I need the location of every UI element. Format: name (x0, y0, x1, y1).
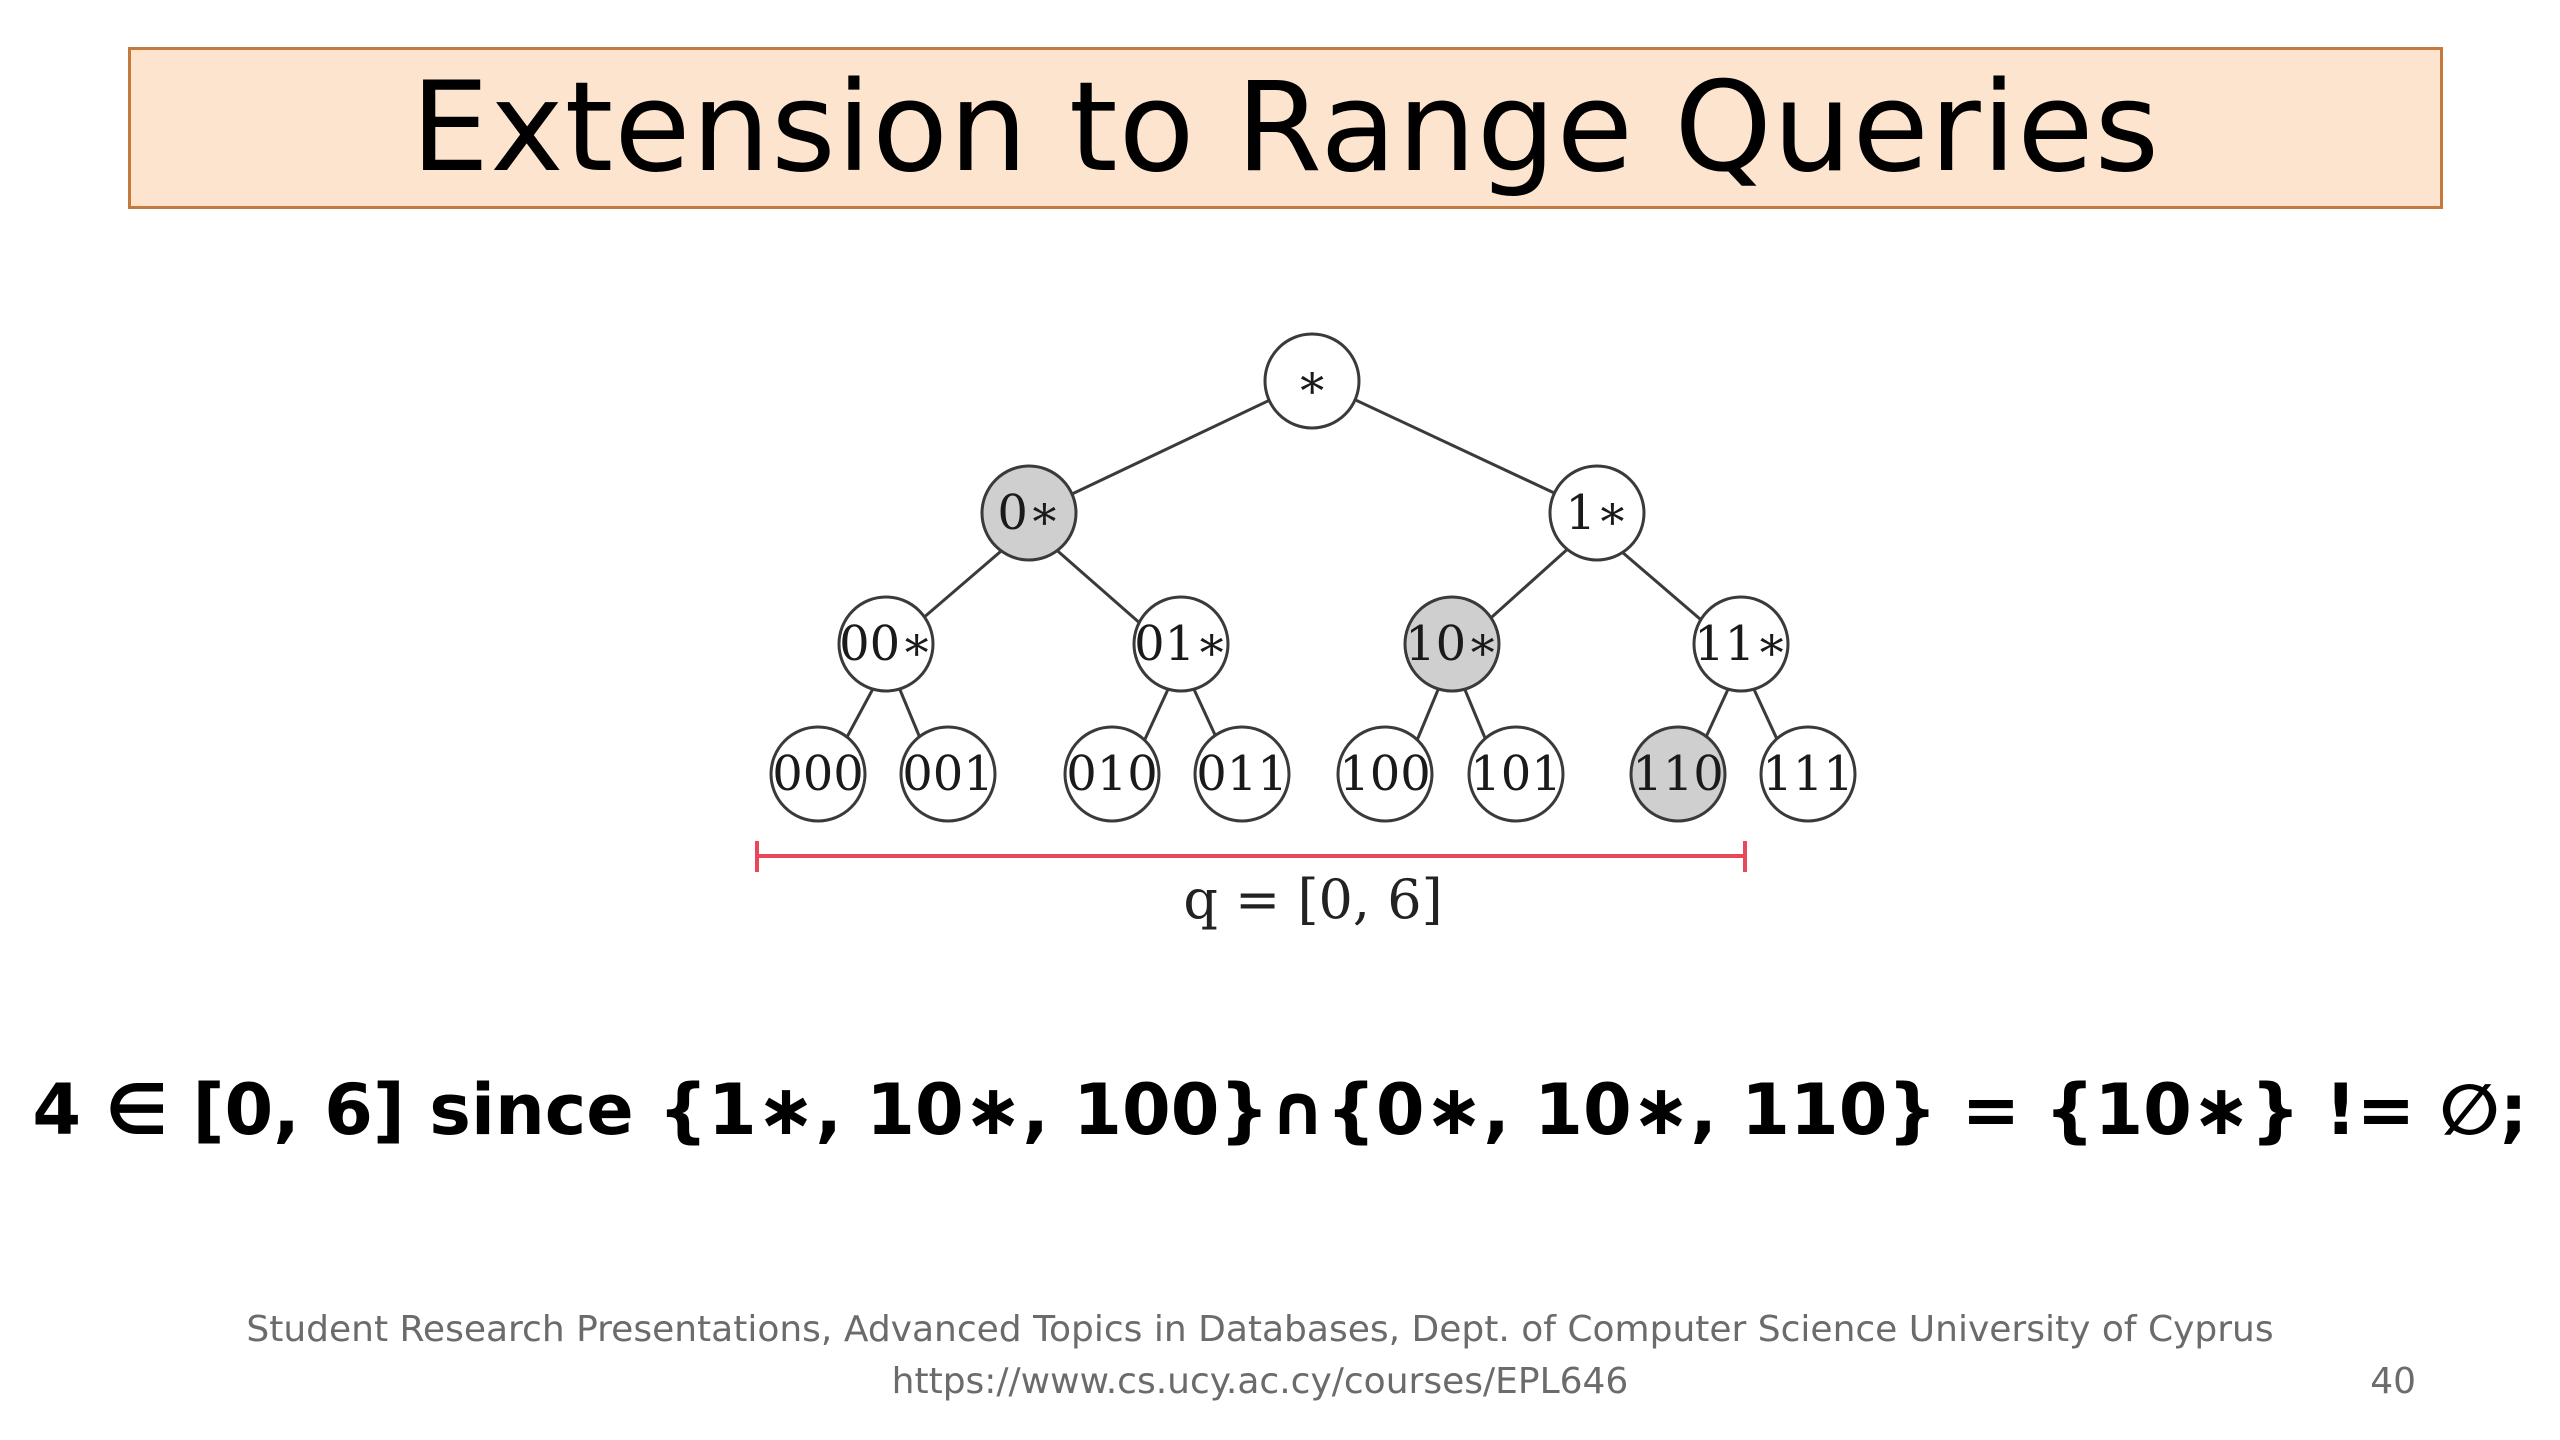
tree-leaf-001: 001 (899, 725, 997, 823)
tree-leaf-110: 110 (1629, 725, 1727, 823)
slide-title: Extension to Range Queries (410, 56, 2161, 200)
slide-title-box: Extension to Range Queries (128, 47, 2443, 209)
slide-page-number: 40 (2370, 1361, 2416, 1402)
tree-leaf-101: 101 (1467, 725, 1565, 823)
tree-node-1: 1∗ (1548, 464, 1646, 562)
leaf-label-111: 111 (1762, 746, 1854, 802)
tree-leaf-011: 011 (1193, 725, 1291, 823)
tree-node-10: 10∗ (1403, 595, 1501, 693)
tree-node-00: 00∗ (837, 595, 935, 693)
leaf-label-000: 000 (772, 746, 864, 802)
node-label-10: 10∗ (1405, 616, 1499, 672)
footer-course-url: https://www.cs.ucy.ac.cy/courses/EPL646 (891, 1361, 1629, 1402)
edge-n1-n11 (1614, 544, 1708, 627)
footer-course-info: Student Research Presentations, Advanced… (246, 1309, 2274, 1350)
tree-edges (838, 379, 1784, 751)
tree-leaf-111: 111 (1759, 725, 1857, 823)
edge-n0-n01 (1051, 544, 1143, 627)
leaf-label-110: 110 (1632, 746, 1724, 802)
leaf-label-010: 010 (1066, 746, 1158, 802)
edge-root-n0 (1031, 379, 1311, 515)
tree-node-01: 01∗ (1132, 595, 1230, 693)
tree-leaf-000: 000 (769, 725, 867, 823)
tree-leaf-100: 100 (1336, 725, 1434, 823)
tree-node-root: ∗ (1263, 332, 1361, 430)
query-range-bracket (755, 841, 1747, 872)
tree-node-0: 0∗ (980, 464, 1078, 562)
leaf-label-001: 001 (902, 746, 994, 802)
leaf-label-101: 101 (1470, 746, 1562, 802)
tree-node-11: 11∗ (1692, 595, 1790, 693)
edge-root-n1 (1314, 379, 1598, 515)
node-label-01: 01∗ (1134, 616, 1228, 672)
node-label-1: 1∗ (1565, 485, 1628, 541)
tree-leaf-010: 010 (1063, 725, 1161, 823)
leaf-label-011: 011 (1196, 746, 1288, 802)
edge-n0-n00 (914, 544, 1008, 627)
query-range-label: q = [0, 6] (1183, 868, 1442, 931)
range-membership-statement: 4 ∈ [0, 6] since {1∗, 10∗, 100}∩{0∗, 10∗… (32, 1069, 2528, 1151)
node-label-0: 0∗ (997, 485, 1060, 541)
leaf-label-100: 100 (1339, 746, 1431, 802)
edge-n1-n10 (1481, 544, 1573, 627)
node-label-11: 11∗ (1694, 616, 1788, 672)
node-label-00: 00∗ (839, 616, 933, 672)
node-label-root: ∗ (1296, 354, 1329, 410)
